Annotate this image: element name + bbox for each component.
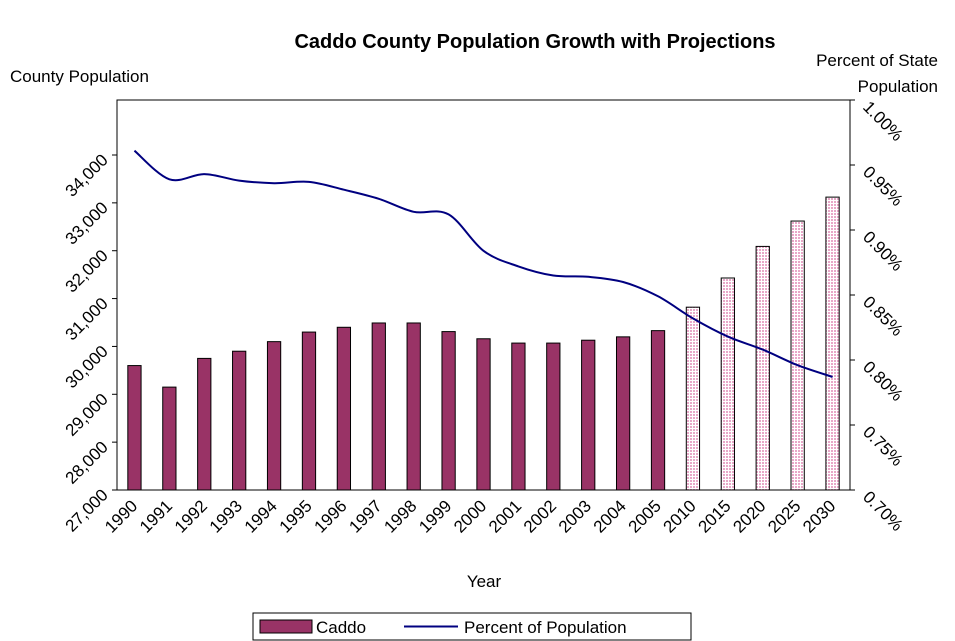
x-tick-label: 2010 <box>660 496 700 536</box>
percent-line <box>133 149 833 378</box>
y2-axis-ticks: 0.70% 0.75% 0.80% 0.85% 0.90% 0.95% 1.00% <box>850 97 907 535</box>
x-axis-ticks: 1990199119921993199419951996199719981999… <box>101 496 839 536</box>
x-tick-label: 2001 <box>485 496 525 536</box>
bar <box>336 326 352 491</box>
y2-tick-label: 1.00% <box>859 97 907 145</box>
x-tick-label: 1994 <box>241 496 281 536</box>
y-tick-label: 34,000 <box>62 150 112 200</box>
y-tick-label: 31,000 <box>62 294 112 344</box>
chart-title: Caddo County Population Growth with Proj… <box>294 31 775 53</box>
y2-tick-label: 0.80% <box>859 357 907 405</box>
y-tick-label: 33,000 <box>62 198 112 248</box>
bar <box>546 342 561 491</box>
bar <box>266 341 282 491</box>
x-tick-label: 2003 <box>555 496 595 536</box>
y2-axis-label-line1: Percent of State <box>816 51 938 70</box>
x-tick-label: 2020 <box>729 496 769 536</box>
bar <box>615 336 631 491</box>
bar-projection <box>790 220 805 491</box>
y-axis-label: County Population <box>10 67 149 86</box>
legend: Caddo Percent of Population <box>252 612 692 641</box>
y-tick-label: 27,000 <box>62 485 112 535</box>
y2-axis-label-line2: Population <box>858 77 938 96</box>
x-tick-label: 1993 <box>206 496 246 536</box>
x-tick-label: 2030 <box>799 496 839 536</box>
y-tick-label: 29,000 <box>62 390 112 440</box>
x-tick-label: 1997 <box>345 496 385 536</box>
x-tick-label: 1998 <box>380 496 420 536</box>
y2-tick-label: 0.85% <box>859 292 907 340</box>
x-tick-label: 1991 <box>136 496 176 536</box>
x-tick-label: 2004 <box>590 496 630 536</box>
legend-box <box>252 612 692 641</box>
bar-projection <box>825 196 840 491</box>
y2-tick-label: 0.70% <box>859 487 907 535</box>
bar-projection <box>755 245 770 491</box>
x-tick-label: 1996 <box>311 496 351 536</box>
y-tick-label: 28,000 <box>62 438 112 488</box>
legend-label-percent: Percent of Population <box>464 618 627 637</box>
x-tick-label: 1992 <box>171 496 211 536</box>
x-tick-label: 1995 <box>276 496 316 536</box>
y-axis-ticks: 27,00028,00029,00030,00031,00032,00033,0… <box>62 150 117 536</box>
bar <box>441 331 456 491</box>
bar <box>406 322 421 491</box>
x-tick-label: 2015 <box>694 496 734 536</box>
y-tick-label: 30,000 <box>62 342 112 392</box>
y2-tick-label: 0.75% <box>859 422 907 470</box>
bar <box>476 338 491 491</box>
legend-swatch-caddo <box>259 619 313 634</box>
x-tick-label: 2025 <box>764 496 804 536</box>
bar <box>232 350 247 491</box>
bar <box>371 322 386 491</box>
bar <box>301 331 317 491</box>
x-tick-label: 2000 <box>450 496 490 536</box>
x-tick-label: 2002 <box>520 496 560 536</box>
y-tick-label: 32,000 <box>62 246 112 296</box>
bar <box>511 342 526 491</box>
x-tick-label: 2005 <box>625 496 665 536</box>
legend-label-caddo: Caddo <box>316 618 366 637</box>
bar <box>197 357 212 491</box>
bars <box>127 196 840 491</box>
bar <box>581 339 596 491</box>
bar <box>650 330 666 491</box>
y2-tick-label: 0.95% <box>859 162 907 210</box>
bar <box>127 365 142 491</box>
x-axis-label: Year <box>467 572 502 591</box>
bar-projection <box>720 277 735 491</box>
bar <box>162 386 177 491</box>
line-layer <box>133 149 833 378</box>
y2-tick-label: 0.90% <box>859 227 907 275</box>
x-tick-label: 1999 <box>415 496 455 536</box>
bar-projection <box>685 306 701 491</box>
